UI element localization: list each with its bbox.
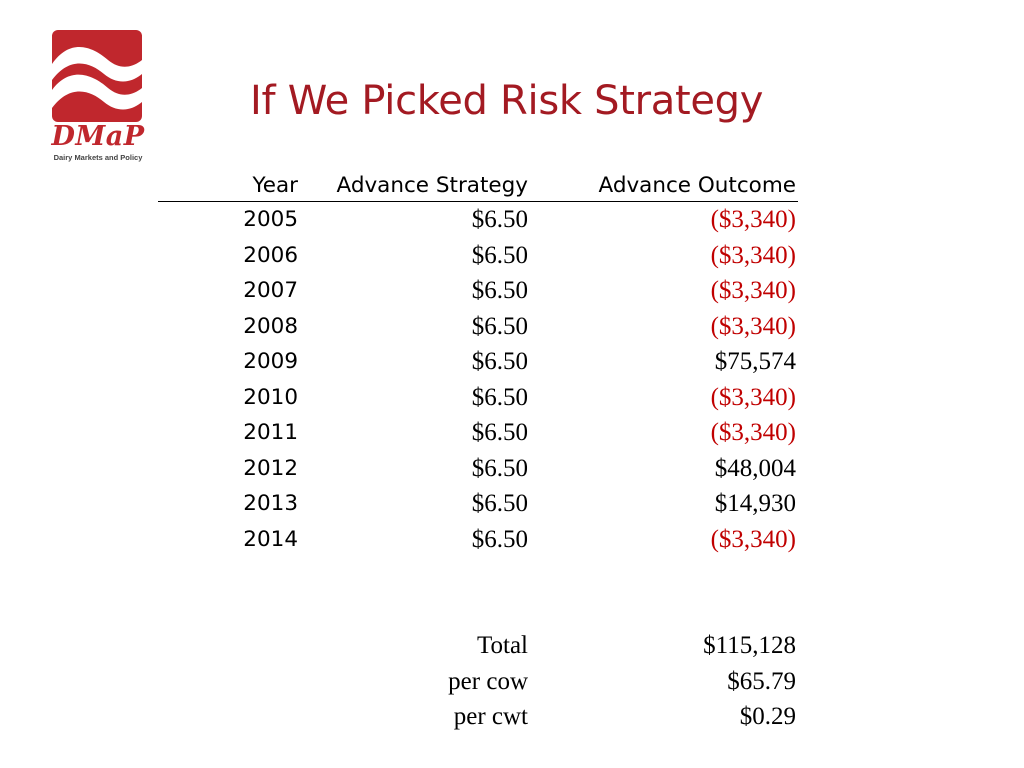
year-cell: 2014 — [243, 526, 298, 552]
table-row: 2010 $6.50 ($3,340) — [158, 382, 798, 418]
table-row: 2011 $6.50 ($3,340) — [158, 417, 798, 453]
table-row: 2014 $6.50 ($3,340) — [158, 524, 798, 560]
table-row: 2012 $6.50 $48,004 — [158, 453, 798, 489]
outcome-cell: ($3,340) — [710, 312, 796, 340]
outcome-cell: $75,574 — [714, 348, 796, 375]
year-cell: 2008 — [243, 313, 298, 339]
strategy-cell: $6.50 — [471, 206, 528, 233]
strategy-cell: $6.50 — [471, 454, 528, 482]
strategy-table: Year Advance Strategy Advance Outcome 20… — [158, 170, 798, 737]
summary-label: Total — [476, 632, 528, 659]
year-cell: 2006 — [243, 242, 298, 268]
strategy-cell: $6.50 — [471, 241, 528, 269]
table-row: 2013 $6.50 $14,930 — [158, 488, 798, 524]
strategy-cell: $6.50 — [471, 419, 528, 446]
outcome-cell: ($3,340) — [710, 206, 796, 233]
logo-wordmark: DMaP — [51, 121, 145, 152]
summary-value: $65.79 — [727, 667, 796, 695]
summary-row: per cow $65.79 — [158, 666, 798, 702]
dmap-logo: DMaP Dairy Markets and Policy — [48, 28, 148, 164]
year-cell: 2011 — [243, 420, 298, 445]
strategy-cell: $6.50 — [471, 525, 528, 553]
table-row: 2005 $6.50 ($3,340) — [158, 204, 798, 240]
year-cell: 2005 — [243, 207, 298, 232]
year-cell: 2007 — [243, 278, 298, 303]
summary-value: $115,128 — [703, 632, 796, 659]
summary-block: Total $115,128 per cow $65.79 per cwt $0.29 — [158, 630, 798, 737]
summary-label: per cwt — [453, 703, 528, 730]
header-advance-strategy: Advance Strategy — [336, 173, 528, 198]
strategy-cell: $6.50 — [471, 383, 528, 411]
table-header: Year Advance Strategy Advance Outcome — [158, 170, 798, 202]
year-cell: 2010 — [243, 384, 298, 410]
table-row: 2008 $6.50 ($3,340) — [158, 311, 798, 347]
summary-value: $0.29 — [739, 703, 796, 730]
year-cell: 2012 — [243, 455, 298, 481]
outcome-cell: $48,004 — [714, 454, 796, 482]
outcome-cell: ($3,340) — [710, 241, 796, 269]
strategy-cell: $6.50 — [471, 348, 528, 375]
outcome-cell: ($3,340) — [710, 525, 796, 553]
strategy-cell: $6.50 — [471, 277, 528, 304]
page-title: If We Picked Risk Strategy — [250, 78, 764, 124]
year-cell: 2009 — [243, 349, 298, 374]
year-cell: 2013 — [243, 491, 298, 516]
summary-row: Total $115,128 — [158, 630, 798, 666]
header-year: Year — [252, 173, 298, 198]
wave-icon — [52, 30, 142, 122]
strategy-cell: $6.50 — [471, 312, 528, 340]
strategy-cell: $6.50 — [471, 490, 528, 517]
table-row: 2007 $6.50 ($3,340) — [158, 275, 798, 311]
header-advance-outcome: Advance Outcome — [598, 173, 796, 198]
summary-row: per cwt $0.29 — [158, 701, 798, 737]
table-body: 2005 $6.50 ($3,340) 2006 $6.50 ($3,340) 2007 $6… — [158, 204, 798, 559]
table-row: 2006 $6.50 ($3,340) — [158, 240, 798, 276]
outcome-cell: ($3,340) — [710, 419, 796, 446]
logo-subtitle: Dairy Markets and Policy — [53, 153, 143, 162]
outcome-cell: $14,930 — [714, 490, 796, 517]
outcome-cell: ($3,340) — [710, 383, 796, 411]
table-row: 2009 $6.50 $75,574 — [158, 346, 798, 382]
outcome-cell: ($3,340) — [710, 277, 796, 304]
summary-label: per cow — [448, 667, 528, 695]
